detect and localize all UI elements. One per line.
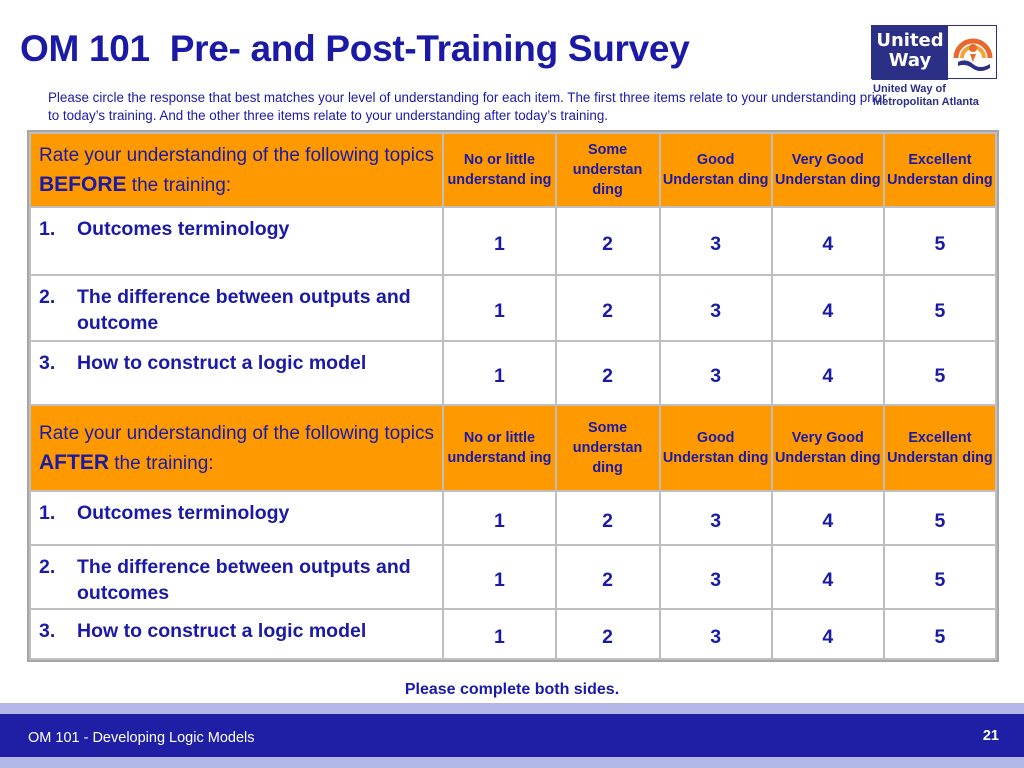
before-keyword: BEFORE (39, 172, 127, 196)
rating-option[interactable]: 1 (442, 608, 557, 660)
footer-course-title: OM 101 - Developing Logic Models (28, 730, 255, 746)
rating-option[interactable]: 5 (882, 206, 998, 276)
logo-subtitle: United Way of Metropolitan Atlanta (873, 83, 1003, 109)
rating-option[interactable]: 2 (554, 544, 661, 610)
rating-option[interactable]: 3 (658, 608, 773, 660)
table-row: 2. The difference between outputs and out… (28, 544, 998, 610)
item-number: 3. (39, 620, 56, 642)
logo-wordmark: United Way (872, 26, 948, 80)
footer-accent-bottom (0, 757, 1024, 768)
item-number: 1. (39, 218, 56, 240)
rating-option[interactable]: 1 (442, 490, 557, 546)
rating-option[interactable]: 1 (442, 206, 557, 276)
item-label: 3. How to construct a logic model (28, 340, 445, 406)
survey-table: Rate your understanding of the following… (27, 130, 999, 662)
after-prompt-suffix: the training: (109, 452, 214, 474)
rating-option[interactable]: 4 (770, 544, 885, 610)
item-label: 1. Outcomes terminology (28, 490, 445, 546)
footer-accent-top (0, 703, 1024, 714)
scale-header-2: Some understan ding (554, 132, 661, 208)
rating-option[interactable]: 4 (770, 206, 885, 276)
after-keyword: AFTER (39, 450, 109, 474)
item-label: 2. The difference between outputs and out… (28, 544, 445, 610)
item-number: 1. (39, 502, 56, 524)
scale-header-1: No or little understand ing (442, 404, 557, 492)
rating-option[interactable]: 2 (554, 490, 661, 546)
page-number: 21 (982, 728, 999, 744)
logo-frame: United Way (871, 25, 997, 80)
item-text: How to construct a logic model (77, 620, 367, 642)
slide-title: OM 101 Pre- and Post-Training Survey (20, 28, 690, 69)
scale-header-5: Excellent Understan ding (882, 132, 998, 208)
table-row: 3. How to construct a logic model 1 2 3 4… (28, 340, 998, 406)
rating-option[interactable]: 3 (658, 490, 773, 546)
rating-option[interactable]: 4 (770, 490, 885, 546)
completion-note: Please complete both sides. (404, 681, 620, 698)
scale-header-2: Some understan ding (554, 404, 661, 492)
item-number: 2. (39, 286, 56, 308)
rating-option[interactable]: 3 (658, 544, 773, 610)
rating-option[interactable]: 5 (882, 490, 998, 546)
item-label: 2. The difference between outputs and out… (28, 274, 445, 342)
logo-subtitle-2: Metropolitan Atlanta (873, 96, 979, 108)
before-prompt: Rate your understanding of the following… (28, 132, 445, 208)
rating-option[interactable]: 4 (770, 274, 885, 342)
rating-option[interactable]: 1 (442, 544, 557, 610)
rating-option[interactable]: 5 (882, 340, 998, 406)
rating-option[interactable]: 5 (882, 544, 998, 610)
item-number: 2. (39, 556, 56, 578)
before-header-row: Rate your understanding of the following… (28, 132, 998, 208)
table-row: 1. Outcomes terminology 1 2 3 4 5 (28, 490, 998, 546)
table-row: 1. Outcomes terminology 1 2 3 4 5 (28, 206, 998, 276)
item-label: 3. How to construct a logic model (28, 608, 445, 660)
table-row: 3. How to construct a logic model 1 2 3 4… (28, 608, 998, 660)
hand-rainbow-icon (953, 38, 993, 71)
item-number: 3. (39, 352, 56, 374)
item-text: Outcomes terminology (77, 218, 290, 240)
table-row: 2. The difference between outputs and out… (28, 274, 998, 342)
scale-header-3: Good Understan ding (658, 132, 773, 208)
item-text: The difference between outputs and outco… (77, 286, 411, 334)
scale-header-3: Good Understan ding (658, 404, 773, 492)
united-way-logo: United Way United Way of Metropolitan At… (871, 25, 997, 115)
rating-option[interactable]: 5 (882, 608, 998, 660)
rating-option[interactable]: 2 (554, 274, 661, 342)
rating-option[interactable]: 2 (554, 340, 661, 406)
rating-option[interactable]: 4 (770, 340, 885, 406)
scale-header-4: Very Good Understan ding (770, 404, 885, 492)
rating-option[interactable]: 3 (658, 274, 773, 342)
rating-option[interactable]: 3 (658, 340, 773, 406)
logo-line-1: United (876, 30, 944, 51)
rating-option[interactable]: 1 (442, 274, 557, 342)
item-label: 1. Outcomes terminology (28, 206, 445, 276)
scale-header-4: Very Good Understan ding (770, 132, 885, 208)
scale-header-1: No or little understand ing (442, 132, 557, 208)
rating-option[interactable]: 1 (442, 340, 557, 406)
scale-header-5: Excellent Understan ding (882, 404, 998, 492)
after-prompt-text: Rate your understanding of the following… (39, 422, 435, 444)
logo-line-2: Way (888, 50, 932, 71)
item-text: The difference between outputs and outco… (77, 556, 411, 604)
rating-option[interactable]: 5 (882, 274, 998, 342)
logo-subtitle-1: United Way of (873, 83, 946, 95)
instructions-text: Please circle the response that best mat… (48, 90, 887, 123)
after-header-row: Rate your understanding of the following… (28, 404, 998, 492)
item-text: How to construct a logic model (77, 352, 367, 374)
rating-option[interactable]: 4 (770, 608, 885, 660)
rating-option[interactable]: 3 (658, 206, 773, 276)
item-text: Outcomes terminology (77, 502, 290, 524)
before-prompt-text: Rate your understanding of the following… (39, 144, 435, 166)
rating-option[interactable]: 2 (554, 206, 661, 276)
after-prompt: Rate your understanding of the following… (28, 404, 445, 492)
before-prompt-suffix: the training: (126, 174, 232, 196)
rating-option[interactable]: 2 (554, 608, 661, 660)
